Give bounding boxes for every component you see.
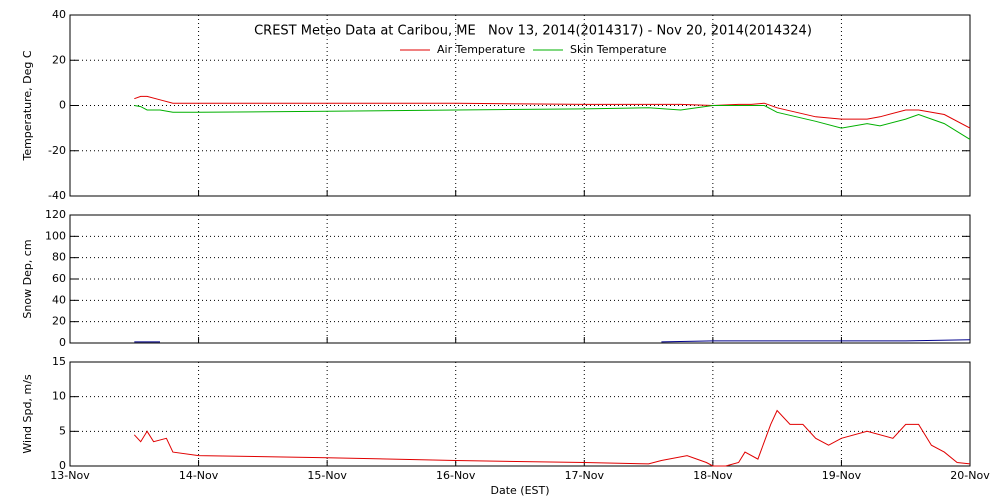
x-tick-label: 17-Nov bbox=[565, 469, 605, 482]
x-tick-label: 18-Nov bbox=[693, 469, 733, 482]
x-tick-label: 15-Nov bbox=[307, 469, 347, 482]
legend-label: Skin Temperature bbox=[570, 43, 667, 56]
plot-frame bbox=[69, 361, 971, 467]
y-tick-label: 5 bbox=[59, 424, 66, 437]
y-tick-label: 0 bbox=[59, 99, 66, 112]
plot-frame bbox=[69, 14, 971, 197]
y-tick-label: 20 bbox=[52, 53, 66, 66]
x-tick-label: 14-Nov bbox=[179, 469, 219, 482]
y-axis-label: Temperature, Deg C bbox=[21, 50, 34, 161]
y-tick-label: 40 bbox=[52, 8, 66, 21]
y-tick-label: -40 bbox=[48, 189, 66, 202]
y-tick-label: 0 bbox=[59, 336, 66, 349]
y-tick-label: 100 bbox=[45, 229, 66, 242]
x-tick-label: 13-Nov bbox=[50, 469, 90, 482]
y-tick-label: 15 bbox=[52, 355, 66, 368]
x-tick-label: 19-Nov bbox=[822, 469, 862, 482]
legend-label: Air Temperature bbox=[437, 43, 526, 56]
data-line bbox=[134, 105, 971, 140]
y-tick-label: 10 bbox=[52, 390, 66, 403]
data-line bbox=[134, 95, 971, 129]
data-line bbox=[134, 339, 971, 343]
y-tick-label: 80 bbox=[52, 251, 66, 264]
y-tick-label: 120 bbox=[45, 208, 66, 221]
y-axis-label: Wind Spd, m/s bbox=[21, 374, 34, 454]
y-tick-label: 20 bbox=[52, 315, 66, 328]
x-tick-label: 20-Nov bbox=[950, 469, 990, 482]
y-tick-label: 40 bbox=[52, 293, 66, 306]
data-line bbox=[133, 409, 971, 467]
y-axis-label: Snow Dep, cm bbox=[21, 239, 34, 318]
x-axis-label: Date (EST) bbox=[490, 484, 549, 497]
y-tick-label: 0 bbox=[59, 459, 66, 472]
y-tick-label: -20 bbox=[48, 144, 66, 157]
plot-frame bbox=[69, 214, 971, 344]
y-tick-label: 60 bbox=[52, 272, 66, 285]
x-tick-label: 16-Nov bbox=[436, 469, 476, 482]
chart-title: CREST Meteo Data at Caribou, ME Nov 13, … bbox=[254, 24, 812, 39]
